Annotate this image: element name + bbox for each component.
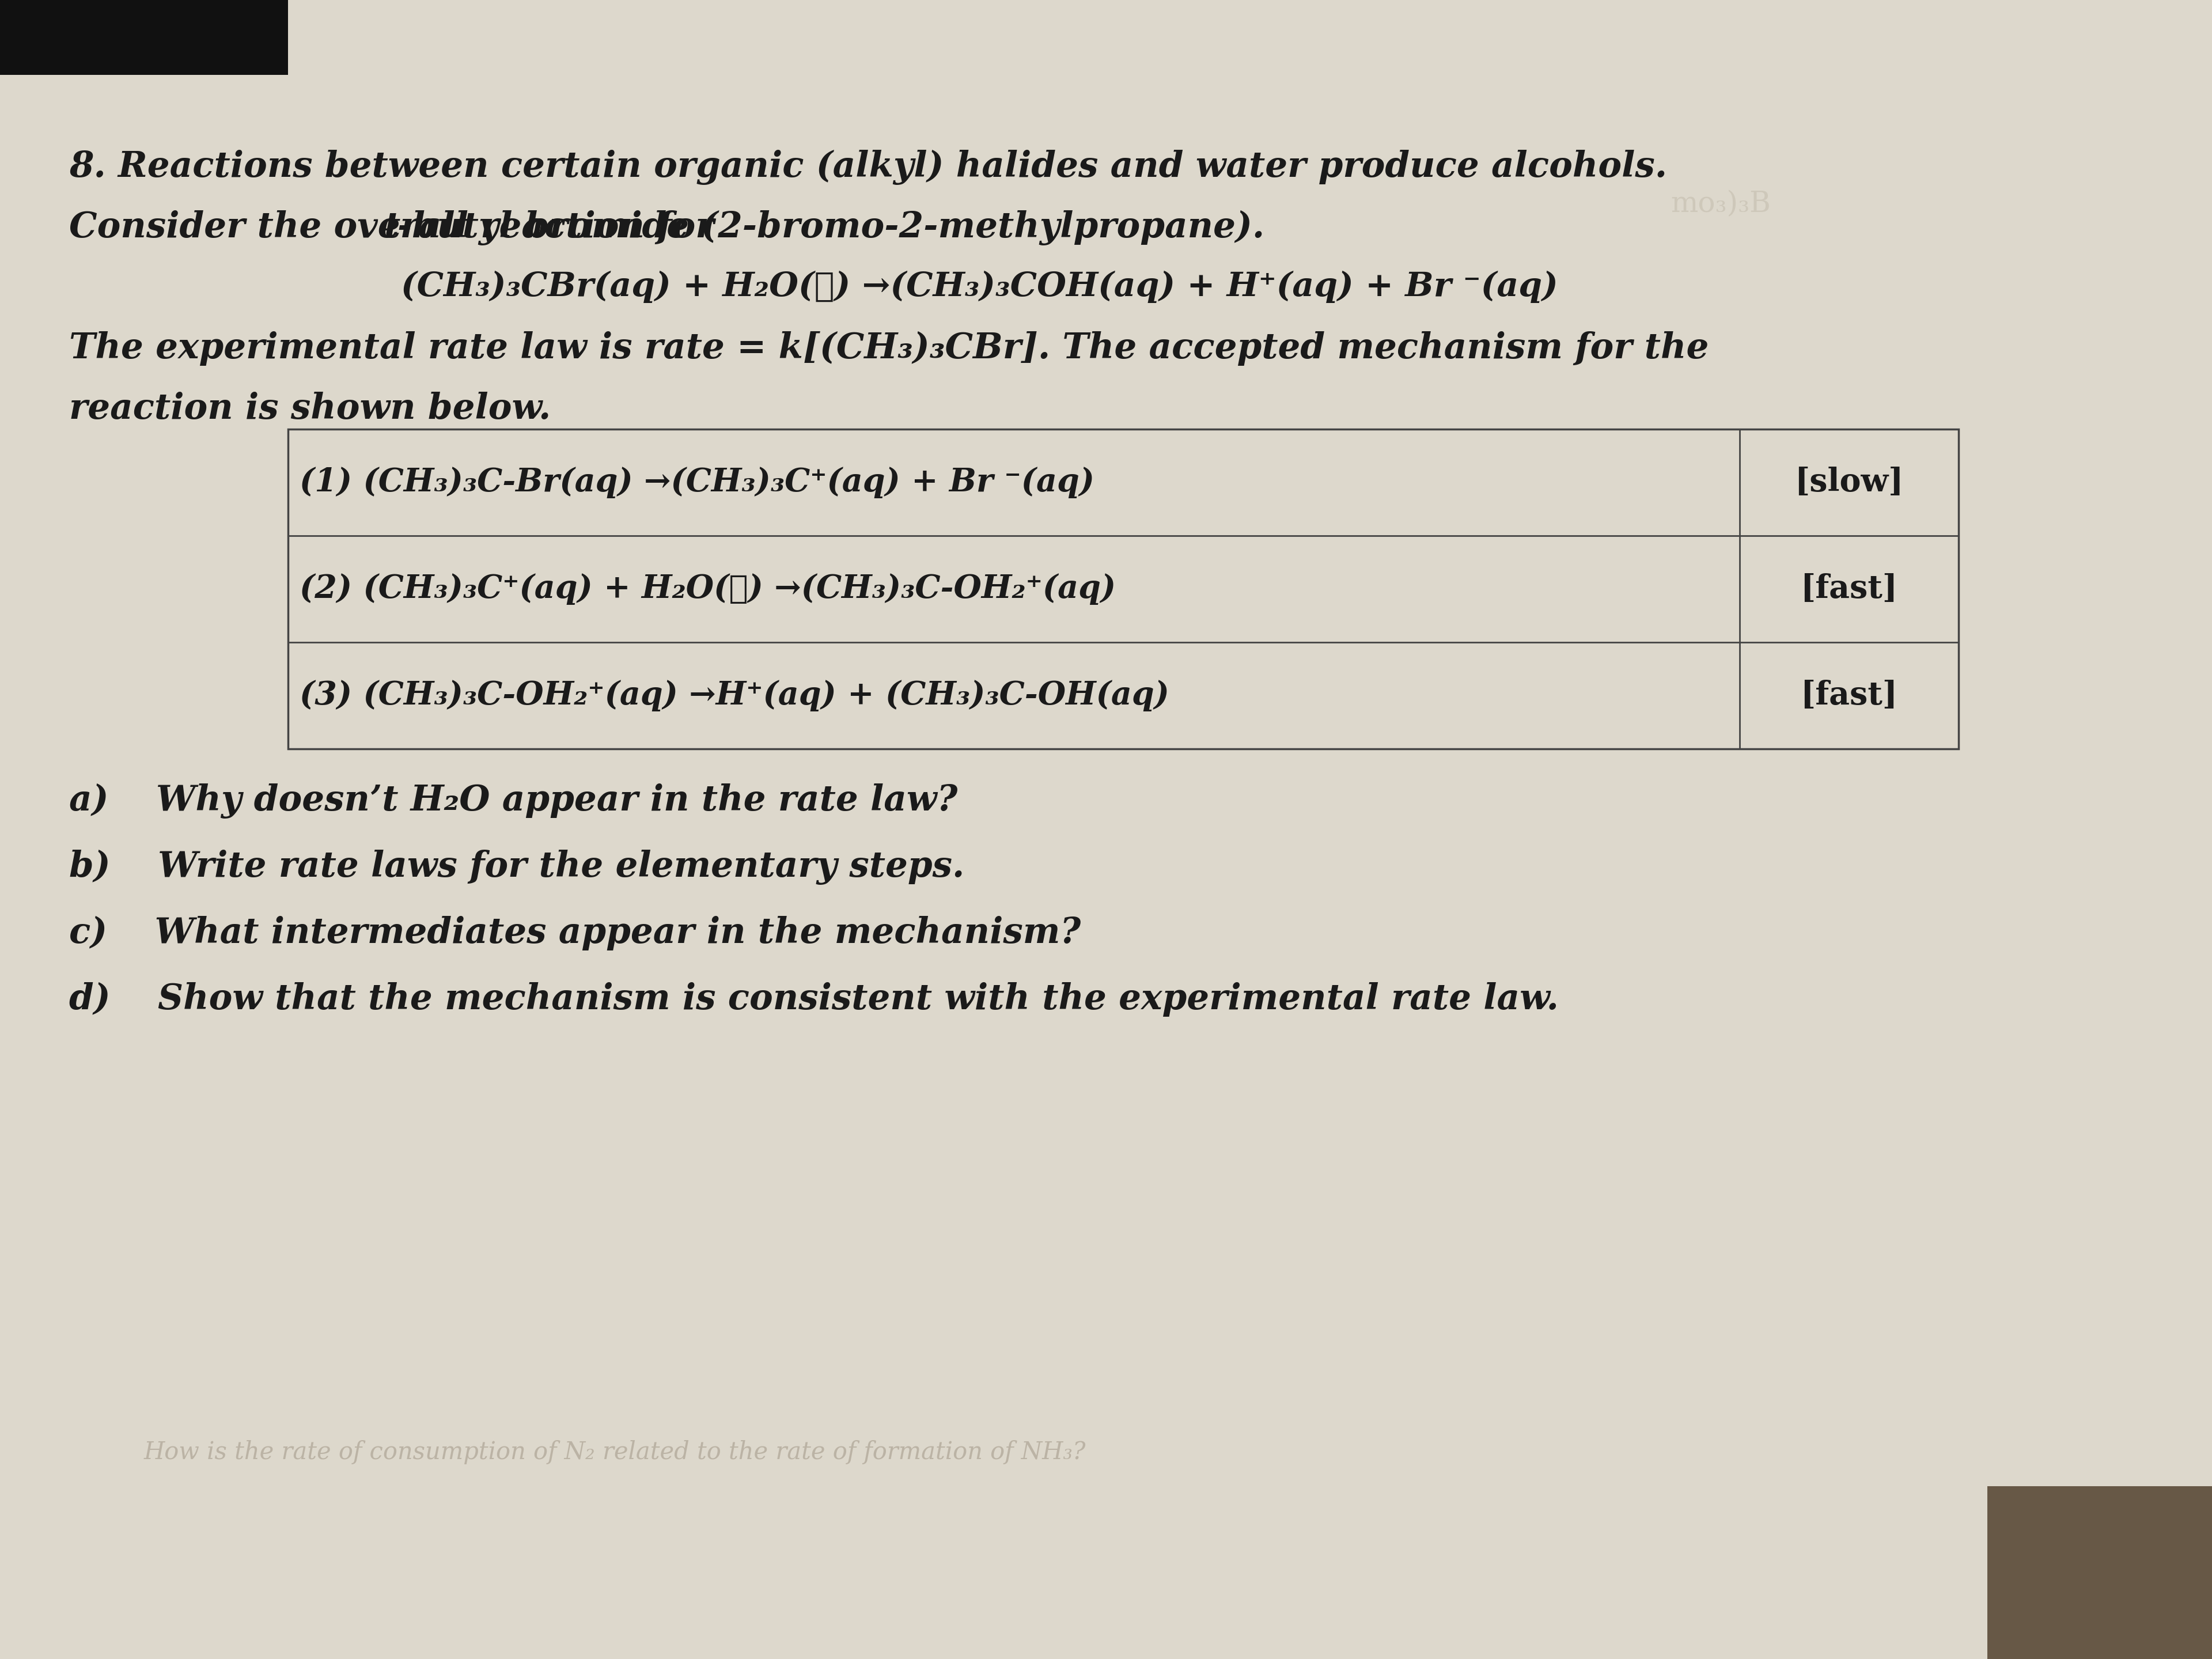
Text: 8. Reactions between certain organic (alkyl) halides and water produce alcohols.: 8. Reactions between certain organic (al… [69,149,1668,184]
Text: (3) (CH₃)₃C-OH₂⁺(aq) →H⁺(aq) + (CH₃)₃C-OH(aq): (3) (CH₃)₃C-OH₂⁺(aq) →H⁺(aq) + (CH₃)₃C-O… [299,680,1170,712]
Text: mo₃)₃B: mo₃)₃B [1670,191,1770,219]
FancyBboxPatch shape [288,430,1958,748]
Text: b)  Write rate laws for the elementary steps.: b) Write rate laws for the elementary st… [69,849,964,884]
Text: [fast]: [fast] [1801,572,1898,606]
Text: -butyl bromide (2-bromo-2-methylpropane).: -butyl bromide (2-bromo-2-methylpropane)… [398,211,1265,246]
Text: d)  Show that the mechanism is consistent with the experimental rate law.: d) Show that the mechanism is consistent… [69,982,1559,1017]
Text: How is the rate of consumption of N₂ related to the rate of formation of NH₃?: How is the rate of consumption of N₂ rel… [144,1440,1086,1465]
Text: c)  What intermediates appear in the mechanism?: c) What intermediates appear in the mech… [69,916,1082,951]
Text: Consider the overall reaction for: Consider the overall reaction for [69,211,726,246]
FancyBboxPatch shape [0,0,288,75]
Text: The experimental rate law is rate = k[(CH₃)₃CBr]. The accepted mechanism for the: The experimental rate law is rate = k[(C… [69,332,1708,365]
Text: (2) (CH₃)₃C⁺(aq) + H₂O(ℓ) →(CH₃)₃C-OH₂⁺(aq): (2) (CH₃)₃C⁺(aq) + H₂O(ℓ) →(CH₃)₃C-OH₂⁺(… [299,572,1115,606]
Text: reaction is shown below.: reaction is shown below. [69,392,551,426]
FancyBboxPatch shape [1986,1486,2212,1659]
Text: [slow]: [slow] [1794,466,1905,498]
Text: (CH₃)₃CBr(aq) + H₂O(ℓ) →(CH₃)₃COH(aq) + H⁺(aq) + Br ⁻(aq): (CH₃)₃CBr(aq) + H₂O(ℓ) →(CH₃)₃COH(aq) + … [400,270,1557,304]
Text: [fast]: [fast] [1801,680,1898,712]
Text: t: t [383,211,400,246]
Text: (1) (CH₃)₃C-Br(aq) →(CH₃)₃C⁺(aq) + Br ⁻(aq): (1) (CH₃)₃C-Br(aq) →(CH₃)₃C⁺(aq) + Br ⁻(… [299,466,1095,498]
Text: a)  Why doesn’t H₂O appear in the rate law?: a) Why doesn’t H₂O appear in the rate la… [69,783,958,818]
